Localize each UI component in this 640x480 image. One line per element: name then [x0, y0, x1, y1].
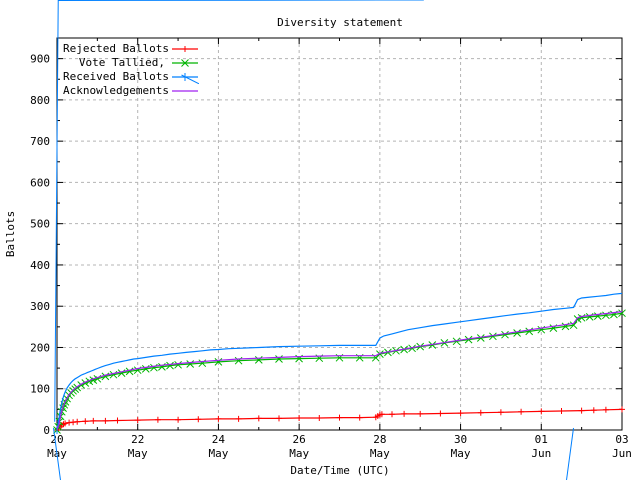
y-tick-label: 900: [30, 53, 50, 66]
x-axis-title: Date/Time (UTC): [290, 464, 389, 477]
legend-label: Rejected Ballots: [63, 42, 169, 55]
x-tick-label-day: 03: [615, 433, 628, 446]
legend-item-received-ballots: Received Ballots: [63, 70, 199, 84]
y-tick-label: 200: [30, 341, 50, 354]
x-tick-label-day: 26: [293, 433, 306, 446]
series-line-vote-tallied: [56, 312, 623, 431]
legend-sample-line: [171, 42, 199, 56]
x-tick-label-month: May: [370, 447, 390, 460]
x-tick-label-month: May: [208, 447, 228, 460]
legend-sample-glyph: [172, 59, 198, 67]
legend-sample-glyph: [172, 90, 198, 92]
x-tick-label-month: Jun: [531, 447, 551, 460]
y-tick-label: 100: [30, 383, 50, 396]
x-tick-label-month: Jun: [612, 447, 632, 460]
legend-label: Acknowledgements: [63, 84, 169, 97]
x-tick-label-day: 22: [131, 433, 144, 446]
x-tick-label-month: May: [451, 447, 471, 460]
x-tick-label-day: 20: [50, 433, 63, 446]
legend-sample-glyph: [172, 46, 198, 52]
series-line-acknowledgements: [56, 311, 623, 431]
x-tick-label-month: May: [289, 447, 309, 460]
y-tick-label: 300: [30, 300, 50, 313]
y-tick-label: 700: [30, 135, 50, 148]
x-tick-label-day: 24: [212, 433, 226, 446]
legend-sample-line: [171, 70, 199, 84]
y-tick-label: 400: [30, 259, 50, 272]
legend-sample-line: [171, 56, 199, 70]
legend-label: Received Ballots: [63, 70, 169, 83]
y-tick-label: 0: [43, 424, 50, 437]
legend-sample-glyph: [172, 73, 199, 84]
x-tick-label-month: May: [128, 447, 148, 460]
legend: Rejected Ballots Vote Tallied, Received …: [63, 42, 199, 98]
chart-title: Diversity statement: [277, 16, 403, 29]
series-line-received-ballots: [56, 292, 623, 431]
legend-sample-line: [171, 84, 199, 98]
y-tick-label: 500: [30, 218, 50, 231]
x-tick-label-day: 30: [454, 433, 467, 446]
y-tick-label: 600: [30, 176, 50, 189]
y-tick-label: 800: [30, 94, 50, 107]
y-axis-title: Ballots: [4, 211, 17, 257]
x-tick-label-day: 01: [535, 433, 548, 446]
legend-item-acknowledgements: Acknowledgements: [63, 84, 199, 98]
x-tick-label-day: 28: [373, 433, 386, 446]
legend-label: Vote Tallied,: [78, 56, 165, 69]
legend-item-vote-tallied: Vote Tallied,: [63, 56, 199, 70]
legend-item-rejected-ballots: Rejected Ballots: [63, 42, 199, 56]
